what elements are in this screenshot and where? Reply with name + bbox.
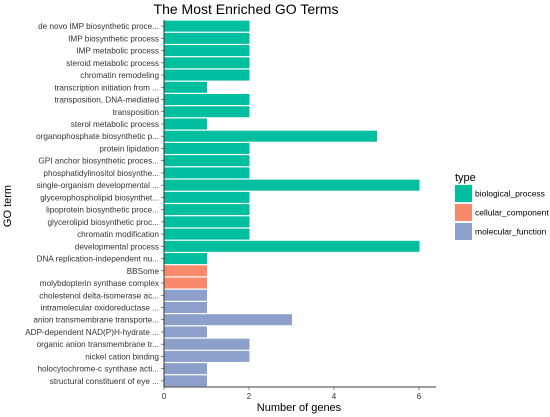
bar [164,326,207,338]
y-tick-label: structural constituent of eye ... [50,377,159,386]
bar [164,106,250,118]
y-tick-label: nickel cation binding [85,352,159,361]
legend-title: type [455,172,476,184]
legend-label: molecular_function [475,227,547,237]
bar [164,45,250,57]
bar [164,69,250,81]
x-tick-label: 6 [417,392,422,401]
bar [164,130,377,142]
bar [164,142,250,154]
bar [164,32,250,44]
y-tick-label: DNA replication-independent nu... [37,255,159,264]
bar [164,167,250,179]
legend-key [455,185,472,202]
y-tick-label: steroid metabolic process [66,59,159,68]
bar [164,20,250,32]
y-tick-label: IMP metabolic process [76,47,159,56]
bar [164,155,250,167]
bar [164,265,207,277]
x-tick-label: 2 [247,392,252,401]
x-tick-labels: 0 2 4 6 [162,387,422,401]
bar [164,57,250,69]
chart-title: The Most Enriched GO Terms [154,1,339,17]
bar [164,289,207,301]
y-tick-labels: de novo IMP biosynthetic proce... IMP bio… [25,22,164,386]
bar [164,350,250,362]
bar [164,363,207,375]
bar [164,301,207,313]
y-tick-label: transcription initiation from ... [54,83,159,92]
bar [164,81,207,93]
y-tick-label: GPI anchor biosynthetic proces... [38,157,159,166]
y-tick-label: glycerolipid biosynthetic proc... [48,218,160,227]
y-tick-label: chromatin modification [77,230,159,239]
bar [164,253,207,265]
y-tick-label: transposition [113,108,160,117]
y-tick-label: IMP biosynthetic process [68,34,159,43]
y-tick-label: single-organism developmental ... [37,181,159,190]
legend: type biological_process cellular_componen… [455,172,549,240]
legend-label: cellular_component [475,208,549,218]
bar [164,240,420,252]
y-tick-label: organophosphate biosynthetic p... [36,132,159,141]
y-tick-label: intramolecular oxidoreductase ... [41,303,159,312]
bar [164,338,250,350]
y-tick-label: sterol metabolic process [71,120,159,129]
y-tick-label: anion transmembrane transporte... [33,316,159,325]
bars [164,20,420,387]
y-tick-label: lipoprotein biosynthetic proce... [46,206,159,215]
bar [164,179,420,191]
x-tick-label: 0 [162,392,167,401]
y-tick-label: de novo IMP biosynthetic proce... [38,22,159,31]
y-tick-label: transposition, DNA-mediated [54,96,159,105]
legend-key [455,223,472,240]
bar [164,118,207,130]
bar [164,277,207,289]
y-tick-label: cholestenol delta-isomerase ac... [39,291,159,300]
legend-label: biological_process [475,189,545,199]
y-tick-label: glycerophospholipid biosynthet... [40,193,159,202]
bar [164,94,250,106]
bar [164,314,292,326]
y-tick-label: holocytochrome-c synthase acti... [37,365,159,374]
bar [164,216,250,228]
bar [164,228,250,240]
x-tick-label: 4 [332,392,337,401]
y-tick-label: organic anion transmembrane tr... [37,340,159,349]
y-tick-label: chromatin remodeling [80,71,159,80]
y-tick-label: developmental process [75,242,159,251]
x-axis-title: Number of genes [257,402,342,414]
bar [164,375,207,387]
y-tick-label: protein lipidation [99,144,159,153]
y-tick-label: BBSome [127,267,160,276]
y-tick-label: ADP-dependent NAD(P)H-hydrate ... [25,328,159,337]
y-tick-label: molybdopterin synthase complex [40,279,159,288]
legend-key [455,204,472,221]
y-axis-title: GO term [2,185,14,227]
y-tick-label: phosphatidylinositol biosynthe... [43,169,159,178]
bar [164,204,250,216]
bar [164,191,250,203]
